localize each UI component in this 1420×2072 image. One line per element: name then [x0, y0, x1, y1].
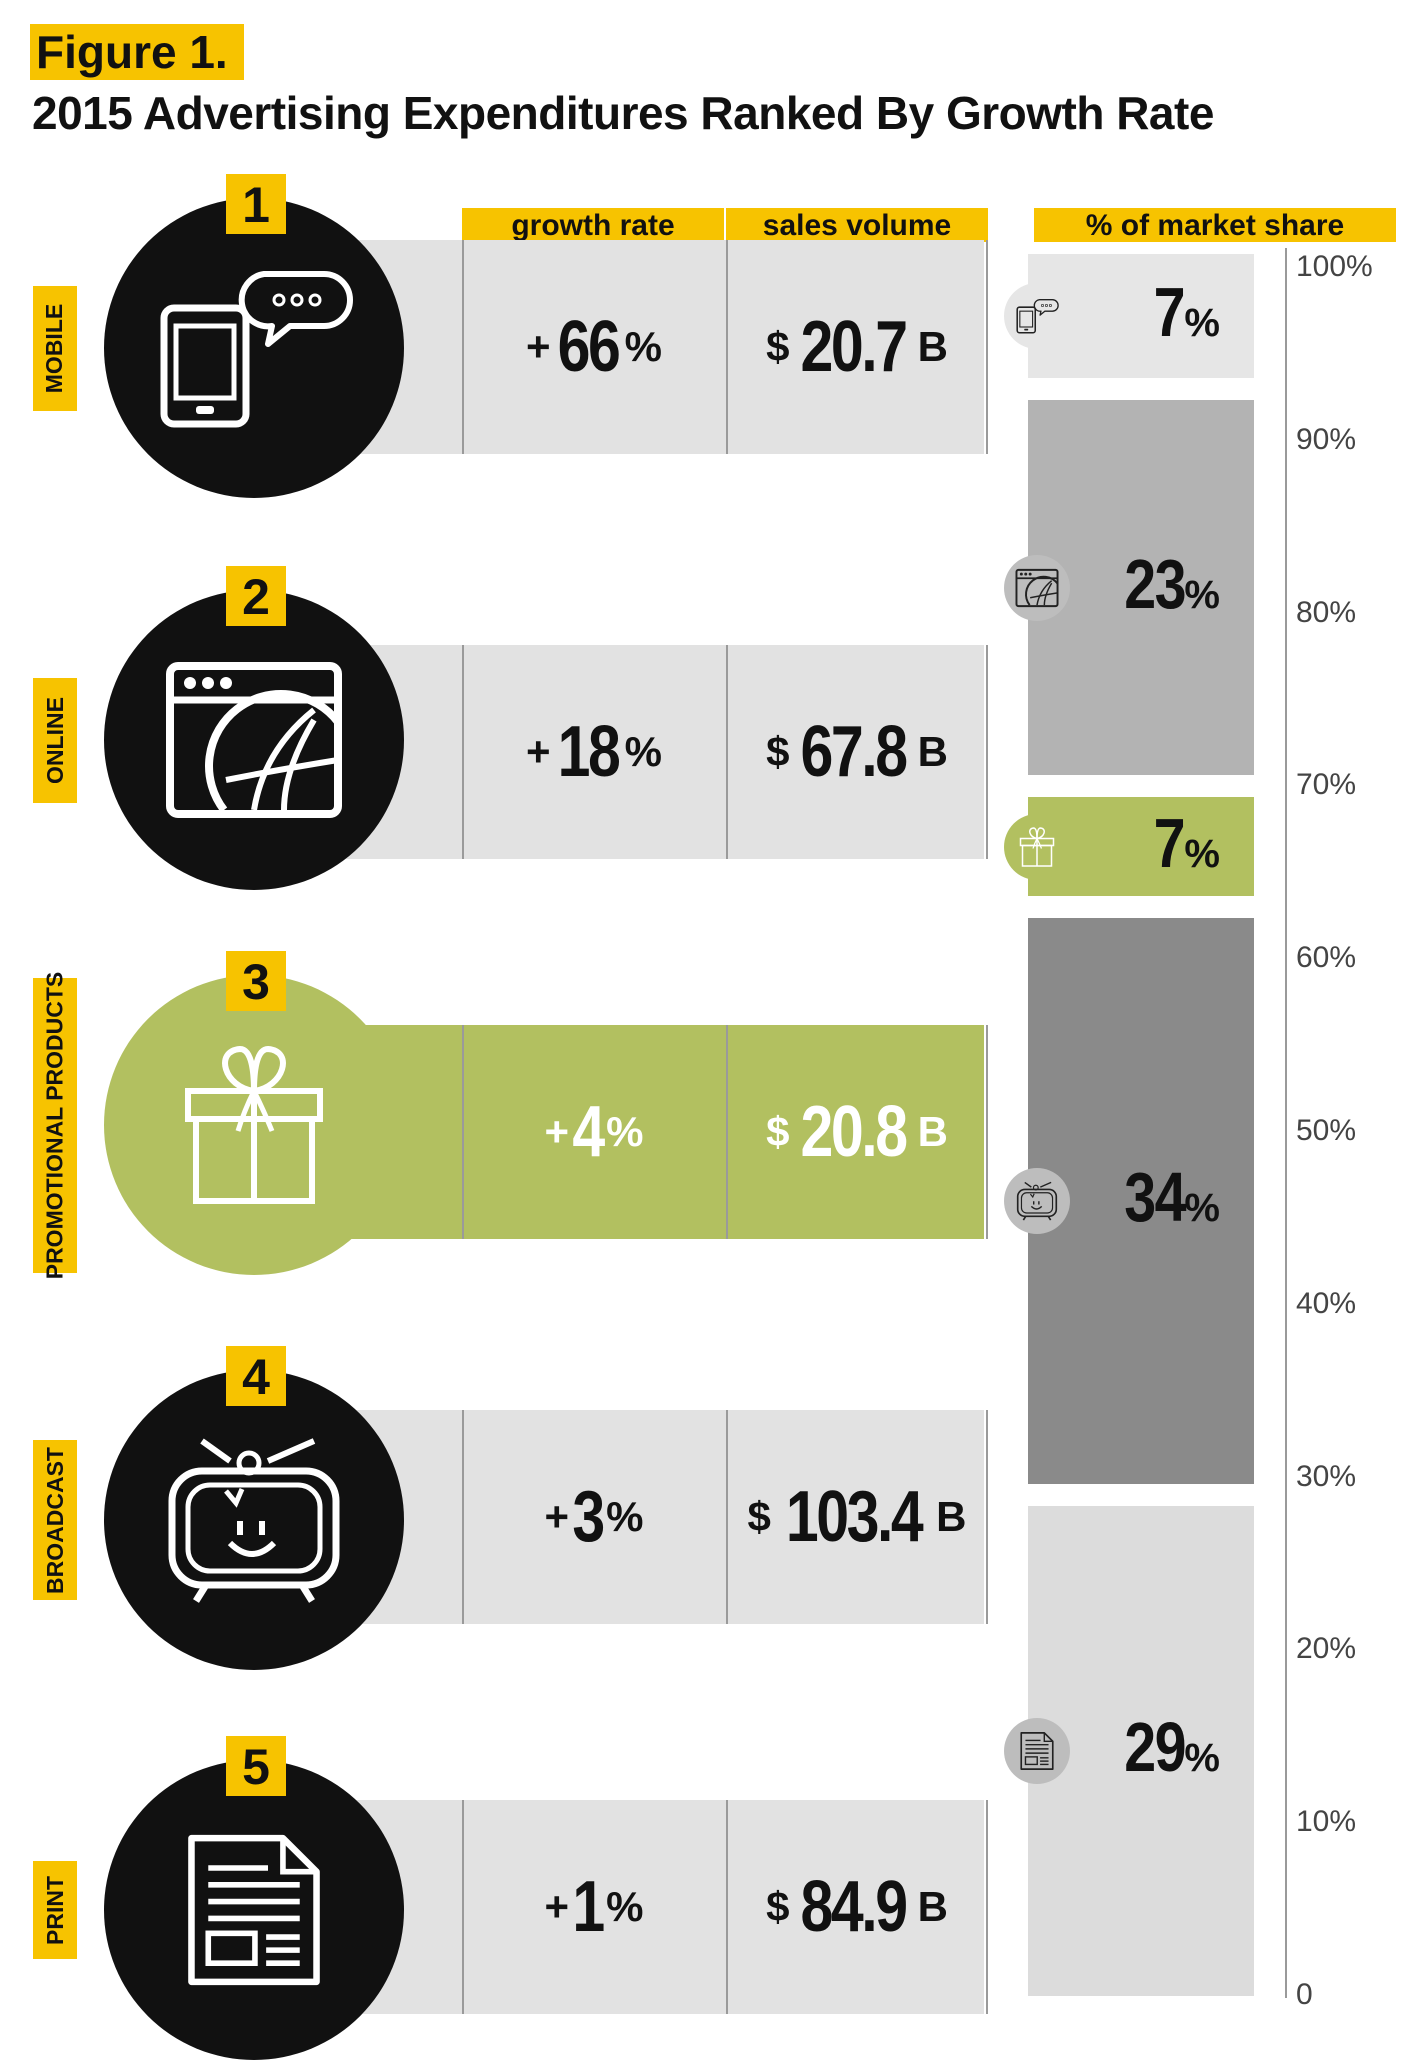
share-tv-icon	[1004, 1168, 1070, 1235]
share-axis-line	[1285, 248, 1287, 1998]
category-label: MOBILE	[33, 285, 77, 411]
market-share-label: 7%	[1154, 272, 1220, 351]
smartphone-chat-icon	[154, 268, 354, 428]
rank-badge: 5	[226, 1736, 286, 1796]
category-circle	[104, 1760, 404, 2060]
sales-value: 103.4	[785, 1477, 924, 1557]
chart-title: 2015 Advertising Expenditures Ranked By …	[32, 87, 1214, 139]
browser-globe-icon	[164, 660, 344, 820]
sales-value: 20.8	[800, 1092, 909, 1172]
axis-tick-label: 90%	[1296, 422, 1357, 456]
axis-tick-label: 50%	[1296, 1114, 1357, 1147]
axis-tick-label: 60%	[1296, 941, 1357, 975]
axis-tick-label: 20%	[1296, 1632, 1357, 1666]
axis-tick-label: 70%	[1296, 768, 1357, 802]
percent-sign: %	[624, 323, 662, 370]
sales-value: 20.7	[800, 307, 909, 387]
newspaper-icon	[184, 1830, 324, 1990]
share-newspaper-icon	[1004, 1717, 1070, 1784]
rank-badge: 3	[226, 951, 286, 1011]
billion-suffix: B	[936, 1493, 967, 1540]
axis-tick-label: 40%	[1296, 1286, 1357, 1320]
dollar-sign: $	[766, 1883, 790, 1930]
share-smartphone-chat-icon	[1004, 282, 1070, 349]
growth-rate-cell: +3%	[462, 1410, 724, 1624]
growth-value: 4	[572, 1092, 605, 1172]
sales-volume-cell: $84.9 B	[726, 1800, 988, 2014]
market-share-label: 23%	[1123, 544, 1220, 623]
sales-volume-cell: $103.4 B	[726, 1410, 988, 1624]
row-band	[330, 645, 984, 859]
axis-tick-label: 80%	[1296, 595, 1357, 629]
row-band	[330, 1025, 984, 1239]
sales-value: 84.9	[800, 1867, 909, 1947]
sales-volume-cell: $20.7 B	[726, 240, 988, 454]
plus-sign: +	[544, 1883, 570, 1930]
market-share-label: 34%	[1123, 1158, 1220, 1237]
dollar-sign: $	[766, 728, 790, 775]
axis-tick-label: 10%	[1296, 1805, 1357, 1839]
plus-sign: +	[544, 1493, 570, 1540]
billion-suffix: B	[917, 728, 948, 775]
dollar-sign: $	[766, 1108, 790, 1155]
sales-volume-cell: $67.8 B	[726, 645, 988, 859]
growth-rate-cell: +66%	[462, 240, 724, 454]
category-circle	[104, 590, 404, 890]
growth-value: 1	[572, 1867, 605, 1947]
figure-label: Figure 1.	[30, 24, 244, 80]
rank-badge: 4	[226, 1346, 286, 1406]
share-browser-globe-icon	[1004, 554, 1070, 621]
category-circle	[104, 198, 404, 498]
plus-sign: +	[544, 1108, 570, 1155]
percent-sign: %	[606, 1493, 644, 1540]
header-growth-rate: growth rate	[462, 208, 724, 242]
row-band	[330, 240, 984, 454]
gift-icon	[174, 1045, 334, 1205]
growth-rate-cell: +4%	[462, 1025, 724, 1239]
category-label: BROADCAST	[33, 1440, 77, 1600]
category-label: PROMOTIONAL PRODUCTS	[33, 971, 77, 1279]
plus-sign: +	[526, 728, 551, 775]
axis-tick-label: 30%	[1296, 1459, 1357, 1493]
percent-sign: %	[606, 1883, 644, 1930]
row-band	[330, 1800, 984, 2014]
billion-suffix: B	[917, 323, 948, 370]
share-gift-icon	[1004, 813, 1070, 880]
dollar-sign: $	[766, 323, 790, 370]
header-market-share: % of market share	[1034, 208, 1396, 242]
growth-rate-cell: +1%	[462, 1800, 724, 2014]
sales-volume-cell: $20.8 B	[726, 1025, 988, 1239]
tv-icon	[164, 1435, 344, 1605]
billion-suffix: B	[917, 1108, 948, 1155]
rank-badge: 1	[226, 174, 286, 234]
row-band	[330, 1410, 984, 1624]
axis-tick-label: 0	[1296, 1978, 1313, 2011]
growth-rate-cell: +18%	[462, 645, 724, 859]
billion-suffix: B	[917, 1883, 948, 1930]
percent-sign: %	[606, 1108, 644, 1155]
growth-value: 18	[557, 712, 620, 792]
header-sales-volume: sales volume	[726, 208, 988, 242]
dollar-sign: $	[747, 1493, 771, 1540]
market-share-label: 7%	[1154, 803, 1220, 882]
axis-tick-label: 100%	[1296, 250, 1373, 283]
sales-value: 67.8	[800, 712, 909, 792]
category-label: PRINT	[33, 1861, 77, 1959]
growth-value: 66	[557, 307, 620, 387]
category-circle	[104, 1370, 404, 1670]
rank-badge: 2	[226, 566, 286, 626]
plus-sign: +	[526, 323, 551, 370]
market-share-label: 29%	[1123, 1707, 1220, 1786]
percent-sign: %	[624, 728, 662, 775]
growth-value: 3	[572, 1477, 605, 1557]
category-label: ONLINE	[33, 677, 77, 803]
